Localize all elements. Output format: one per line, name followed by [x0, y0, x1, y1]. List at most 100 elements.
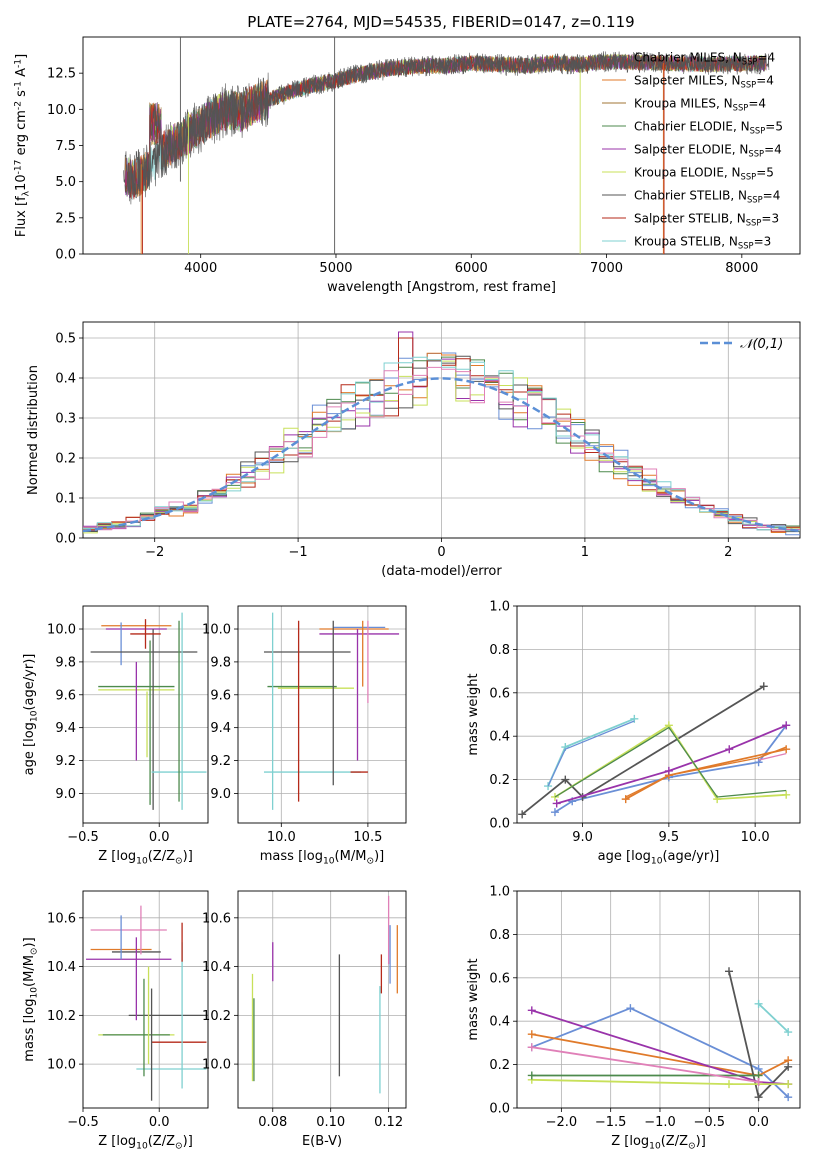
data-point-marker [527, 1043, 536, 1052]
axes-frame [82, 890, 209, 1109]
axes-frame [516, 890, 801, 1109]
y-tick-label: 10.6 [202, 911, 231, 926]
legend-entry: Salpeter ELODIE, NSSP​=4 [634, 143, 782, 159]
axes-frame [516, 605, 801, 824]
data-point-marker [782, 721, 791, 730]
series-line [531, 1046, 759, 1083]
x-tick-label: −0.5 [67, 1115, 99, 1130]
panel-z-vs-age: −0.5 0.0 9.0 9.2 9.4 9.6 9.8 10.0 Z [log10​(Z/Z⊙… [22, 605, 209, 866]
x-tick-label: −2.0 [546, 1115, 578, 1130]
panel-spectrum: 4000 5000 6000 7000 8000 0.0 2.5 5.0 7.5 10.0 12.5… [13, 36, 801, 295]
y-tick-label: 5.0 [55, 175, 76, 190]
y-tick-label: 9.2 [210, 754, 231, 769]
x-axis-label: wavelength [Angstrom, rest frame] [327, 280, 556, 295]
y-tick-label: 0.1 [55, 492, 76, 507]
data-point-marker [527, 1030, 536, 1039]
gaussian-curve [83, 377, 800, 533]
y-tick-label: 10.0 [47, 1058, 76, 1073]
y-tick-label: 9.4 [55, 721, 76, 736]
x-tick-label: 7000 [590, 261, 623, 276]
x-tick-label: 0.0 [149, 830, 170, 845]
series-line [547, 717, 635, 787]
legend-entry: Kroupa MILES, NSSP​=4 [634, 97, 766, 113]
y-tick-label: 0.4 [55, 372, 76, 387]
y-tick-label: 0.0 [55, 248, 76, 263]
x-tick-label: 1 [581, 545, 589, 560]
y-tick-label: 10.0 [47, 103, 76, 118]
x-tick-label: 0.10 [316, 1115, 345, 1130]
plot-area [263, 612, 400, 810]
data-point-marker [518, 810, 527, 819]
y-tick-label: 0.2 [55, 452, 76, 467]
y-tick-label: 0.5 [55, 332, 76, 347]
y-tick-label: 0.2 [489, 1058, 510, 1073]
data-point-marker [544, 782, 553, 791]
data-point-marker [664, 766, 673, 775]
x-tick-label: 0 [437, 545, 445, 560]
data-point-marker [784, 1028, 793, 1037]
series-line [757, 1003, 789, 1033]
legend-entry: Chabrier ELODIE, NSSP​=5 [634, 120, 783, 136]
data-point-marker [725, 1080, 734, 1089]
plot-area [251, 895, 398, 1094]
y-tick-label: 0.0 [489, 817, 510, 832]
y-tick-label: 9.4 [210, 721, 231, 736]
plot-area [83, 331, 800, 536]
y-tick-label: 9.6 [210, 688, 231, 703]
x-axis-label: mass [log10​(M/M⊙​)] [260, 849, 384, 866]
y-axis-label: mass weight [466, 673, 481, 755]
data-point-marker [725, 745, 734, 754]
x-tick-label: 4000 [184, 261, 217, 276]
x-tick-label: 10.0 [267, 830, 296, 845]
x-tick-label: 9.0 [572, 830, 593, 845]
legend-entry: Chabrier STELIB, NSSP​=4 [634, 189, 780, 205]
y-tick-label: 9.0 [55, 787, 76, 802]
y-tick-label: 0.2 [489, 773, 510, 788]
x-axis-label: age [log10​(age/yr)] [598, 849, 720, 866]
x-tick-label: 9.5 [659, 830, 680, 845]
figure-title: PLATE=2764, MJD=54535, FIBERID=0147, z=0… [247, 13, 634, 31]
grid-lines [238, 891, 406, 1108]
y-tick-label: 0.4 [489, 1015, 510, 1030]
y-tick-label: 10.0 [47, 623, 76, 638]
histogram-step [83, 356, 800, 532]
y-tick-label: 10.0 [202, 623, 231, 638]
plot-area [123, 37, 770, 254]
y-tick-label: 0.0 [489, 1102, 510, 1117]
grid-lines [238, 606, 406, 823]
y-tick-label: 0.6 [489, 971, 510, 986]
legend-entry: Kroupa STELIB, NSSP​=3 [634, 235, 771, 251]
legend: 𝒩(0,1) [700, 337, 783, 352]
grid-lines [517, 605, 800, 824]
x-tick-label: −1 [289, 545, 308, 560]
y-axis-label: Flux [fλ​10-17​ erg cm-2​ s-1​ A-1​] [13, 54, 31, 237]
x-axis-label: Z [log10​(Z/Z⊙​)] [98, 1134, 193, 1151]
data-point-marker [527, 1071, 536, 1080]
y-tick-label: 0.6 [489, 686, 510, 701]
series-line [554, 724, 787, 813]
x-tick-label: −0.5 [693, 1115, 725, 1130]
plot-area [86, 905, 208, 1101]
error-bar [130, 619, 161, 649]
y-axis-label: mass [log10​(M/M⊙​)] [22, 937, 39, 1061]
y-tick-label: 0.4 [489, 730, 510, 745]
y-tick-label: 10.0 [202, 1058, 231, 1073]
panel-residuals: −2 −1 0 1 2 0.0 0.1 0.2 0.3 0.4 0.5 (data-model)/er… [26, 321, 801, 579]
axes-frame [237, 890, 407, 1109]
x-tick-label: 10.0 [741, 830, 770, 845]
series-line [554, 726, 787, 798]
data-point-marker [754, 1093, 763, 1102]
y-tick-label: 12.5 [47, 67, 76, 82]
x-tick-label: −1.0 [644, 1115, 676, 1130]
x-tick-label: 0.0 [748, 1115, 769, 1130]
series-line [758, 752, 787, 761]
panel-age-vs-massweight: 9.0 9.5 10.0 0.0 0.2 0.4 0.6 0.8 1.0 age [log10​(… [466, 600, 801, 866]
y-tick-label: 9.8 [55, 655, 76, 670]
x-tick-label: 0.0 [149, 1115, 170, 1130]
panel-z-vs-mass: −0.5 0.0 10.0 10.2 10.4 10.6 Z [log10​(Z/Z⊙​)]… [22, 890, 209, 1151]
axes-frame [82, 605, 209, 824]
data-point-marker [550, 792, 559, 801]
series-line [556, 724, 787, 805]
legend-entry: Salpeter MILES, NSSP​=4 [634, 74, 774, 90]
